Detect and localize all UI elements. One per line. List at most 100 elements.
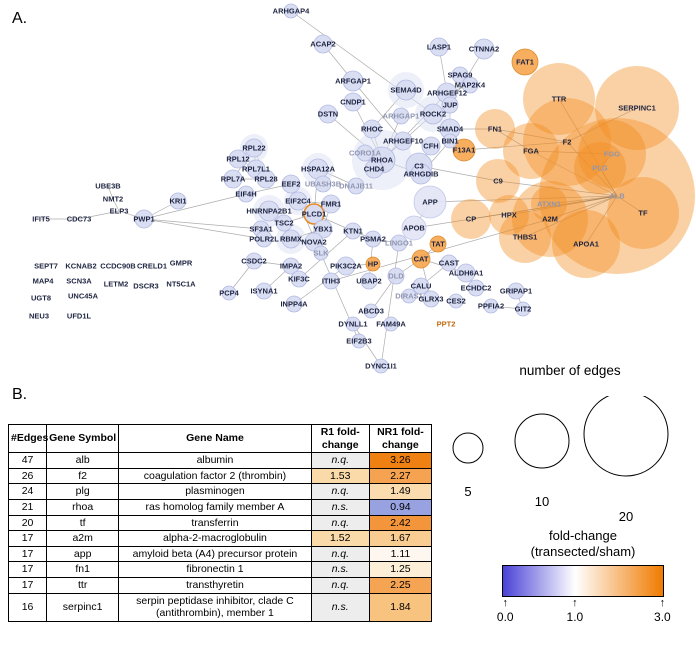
gene-node[interactable] bbox=[303, 203, 325, 225]
gene-node[interactable] bbox=[281, 229, 301, 249]
gene-node[interactable] bbox=[395, 79, 417, 101]
gene-node[interactable] bbox=[461, 76, 479, 94]
gene-node[interactable] bbox=[237, 185, 255, 203]
gene-node[interactable] bbox=[314, 175, 332, 193]
gene-node[interactable] bbox=[393, 131, 413, 151]
gene-node[interactable] bbox=[507, 282, 525, 300]
gene-node[interactable] bbox=[364, 159, 384, 179]
gene-node[interactable] bbox=[244, 138, 264, 158]
gene-node[interactable] bbox=[285, 295, 303, 313]
gene-node[interactable] bbox=[448, 293, 464, 309]
gene-node[interactable] bbox=[373, 358, 389, 374]
gene-node[interactable] bbox=[595, 66, 679, 150]
gene-node[interactable] bbox=[387, 267, 405, 285]
gene-label: BIN1 bbox=[441, 137, 458, 146]
gene-node[interactable] bbox=[258, 200, 280, 222]
gene-node[interactable] bbox=[456, 263, 476, 283]
gene-node[interactable] bbox=[336, 256, 356, 276]
gene-node[interactable] bbox=[275, 214, 293, 232]
gene-node[interactable] bbox=[283, 3, 299, 19]
gene-node[interactable] bbox=[365, 256, 381, 272]
gene-node[interactable] bbox=[531, 186, 567, 222]
gene-node[interactable] bbox=[451, 199, 491, 239]
gene-node[interactable] bbox=[512, 181, 588, 257]
gene-node[interactable] bbox=[441, 96, 459, 114]
gene-node[interactable] bbox=[413, 185, 447, 219]
gene-node[interactable] bbox=[343, 92, 363, 112]
gene-node[interactable] bbox=[245, 252, 263, 270]
gene-node[interactable] bbox=[467, 279, 485, 297]
gene-node[interactable] bbox=[392, 107, 410, 125]
gene-node[interactable] bbox=[342, 70, 364, 92]
gene-node[interactable] bbox=[483, 298, 499, 314]
gene-node[interactable] bbox=[255, 282, 273, 300]
gene-node[interactable] bbox=[223, 169, 243, 189]
gene-node[interactable] bbox=[442, 133, 458, 149]
gene-node[interactable] bbox=[351, 333, 367, 349]
gene-node[interactable] bbox=[401, 288, 417, 304]
gene-node[interactable] bbox=[364, 230, 382, 248]
gene-node[interactable] bbox=[421, 136, 441, 156]
edges-legend-circle-small bbox=[452, 432, 484, 464]
gene-node[interactable] bbox=[313, 34, 333, 54]
gene-node[interactable] bbox=[281, 174, 301, 194]
gene-node[interactable] bbox=[440, 254, 458, 272]
gene-node[interactable] bbox=[511, 48, 539, 76]
gene-node[interactable] bbox=[221, 285, 237, 301]
gene-node[interactable] bbox=[401, 215, 427, 241]
gene-label: MAP4 bbox=[33, 277, 55, 286]
gene-node[interactable] bbox=[410, 163, 432, 185]
gene-node[interactable] bbox=[411, 249, 431, 269]
gene-node[interactable] bbox=[429, 235, 447, 253]
gene-node[interactable] bbox=[578, 120, 646, 188]
gene-node[interactable] bbox=[473, 38, 495, 60]
gene-node[interactable] bbox=[523, 98, 611, 186]
gene-node[interactable] bbox=[523, 63, 595, 135]
gene-node[interactable] bbox=[318, 104, 338, 124]
gene-node[interactable] bbox=[390, 234, 408, 252]
r1-fold-cell: n.q. bbox=[310, 576, 370, 594]
gene-label: DYNLL1 bbox=[338, 320, 367, 329]
gene-node[interactable] bbox=[313, 245, 329, 261]
gene-node[interactable] bbox=[412, 277, 430, 295]
gene-node[interactable] bbox=[288, 191, 308, 211]
gene-node[interactable] bbox=[256, 169, 276, 189]
gene-node[interactable] bbox=[347, 177, 365, 195]
gene-node[interactable] bbox=[290, 270, 308, 288]
gene-node[interactable] bbox=[134, 209, 154, 229]
gene-node[interactable] bbox=[255, 230, 273, 248]
gene-node[interactable] bbox=[282, 257, 300, 275]
table-row: 21 rhoa ras homolog family member A n.s.… bbox=[7, 498, 433, 516]
gene-node[interactable] bbox=[356, 144, 374, 162]
gene-node[interactable] bbox=[515, 301, 531, 317]
network-edge bbox=[463, 141, 568, 151]
gene-node[interactable] bbox=[360, 272, 378, 290]
gene-node[interactable] bbox=[321, 194, 341, 214]
gene-node[interactable] bbox=[452, 138, 476, 162]
gene-node[interactable] bbox=[552, 210, 620, 278]
gene-node[interactable] bbox=[607, 177, 679, 249]
gene-node[interactable] bbox=[429, 37, 449, 57]
gene-label: TF bbox=[638, 209, 648, 218]
gene-node[interactable] bbox=[422, 290, 440, 308]
gene-node[interactable] bbox=[475, 109, 515, 149]
gene-node[interactable] bbox=[451, 66, 469, 84]
gene-node[interactable] bbox=[363, 303, 379, 319]
gene-node[interactable] bbox=[574, 142, 626, 194]
gene-node[interactable] bbox=[313, 219, 333, 239]
gene-node[interactable] bbox=[345, 316, 361, 332]
gene-node[interactable] bbox=[499, 211, 551, 263]
gene-node[interactable] bbox=[322, 272, 340, 290]
gene-node[interactable] bbox=[503, 123, 559, 179]
gene-node[interactable] bbox=[539, 118, 695, 274]
gene-node[interactable] bbox=[344, 222, 362, 240]
gene-node[interactable] bbox=[476, 159, 520, 203]
gene-label: RPL22 bbox=[242, 144, 265, 153]
gene-node[interactable] bbox=[228, 149, 248, 169]
gene-node[interactable] bbox=[362, 119, 382, 139]
gene-node[interactable] bbox=[489, 195, 529, 235]
gene-node[interactable] bbox=[422, 103, 444, 125]
gene-node[interactable] bbox=[169, 192, 187, 210]
gene-label: ATXN1 bbox=[537, 200, 561, 209]
gene-node[interactable] bbox=[383, 316, 399, 332]
